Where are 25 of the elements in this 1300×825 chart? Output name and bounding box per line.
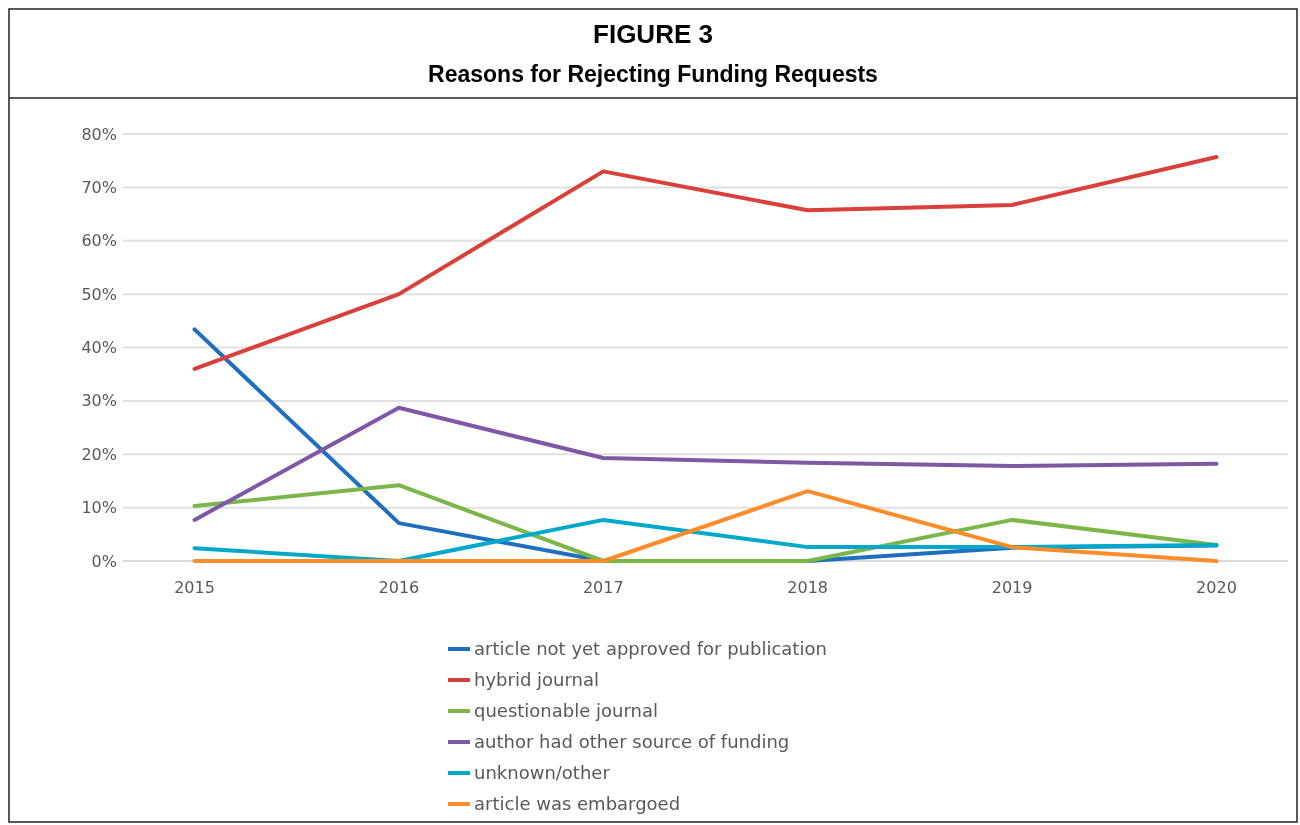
y-tick-label: 60%	[81, 231, 117, 251]
chart-subtitle: Reasons for Rejecting Funding Requests	[428, 61, 878, 87]
legend-label: article was embargoed	[474, 793, 681, 815]
line-series	[192, 154, 1219, 371]
y-tick-label: 10%	[81, 498, 117, 518]
y-tick-label: 70%	[81, 177, 117, 197]
y-tick-label: 30%	[81, 391, 117, 411]
line-series	[192, 405, 1219, 522]
x-tick-label: 2016	[378, 578, 420, 597]
chart-title: FIGURE 3	[593, 19, 713, 49]
legend-label: article not yet approved for publication	[474, 638, 827, 660]
y-tick-label: 80%	[81, 124, 117, 144]
x-tick-label: 2018	[787, 578, 829, 597]
legend-label: questionable journal	[474, 700, 658, 722]
y-tick-label: 50%	[81, 284, 117, 304]
y-tick-label: 20%	[81, 444, 117, 464]
y-tick-label: 40%	[81, 338, 117, 358]
x-tick-label: 2017	[582, 578, 624, 597]
legend-label: unknown/other	[474, 762, 611, 784]
x-tick-label: 2015	[174, 578, 215, 597]
legend-label: author had other source of funding	[474, 731, 790, 753]
x-tick-label: 2019	[991, 578, 1033, 597]
x-tick-label: 2020	[1196, 578, 1237, 597]
y-tick-label: 0%	[91, 551, 117, 571]
legend-label: hybrid journal	[474, 669, 599, 691]
